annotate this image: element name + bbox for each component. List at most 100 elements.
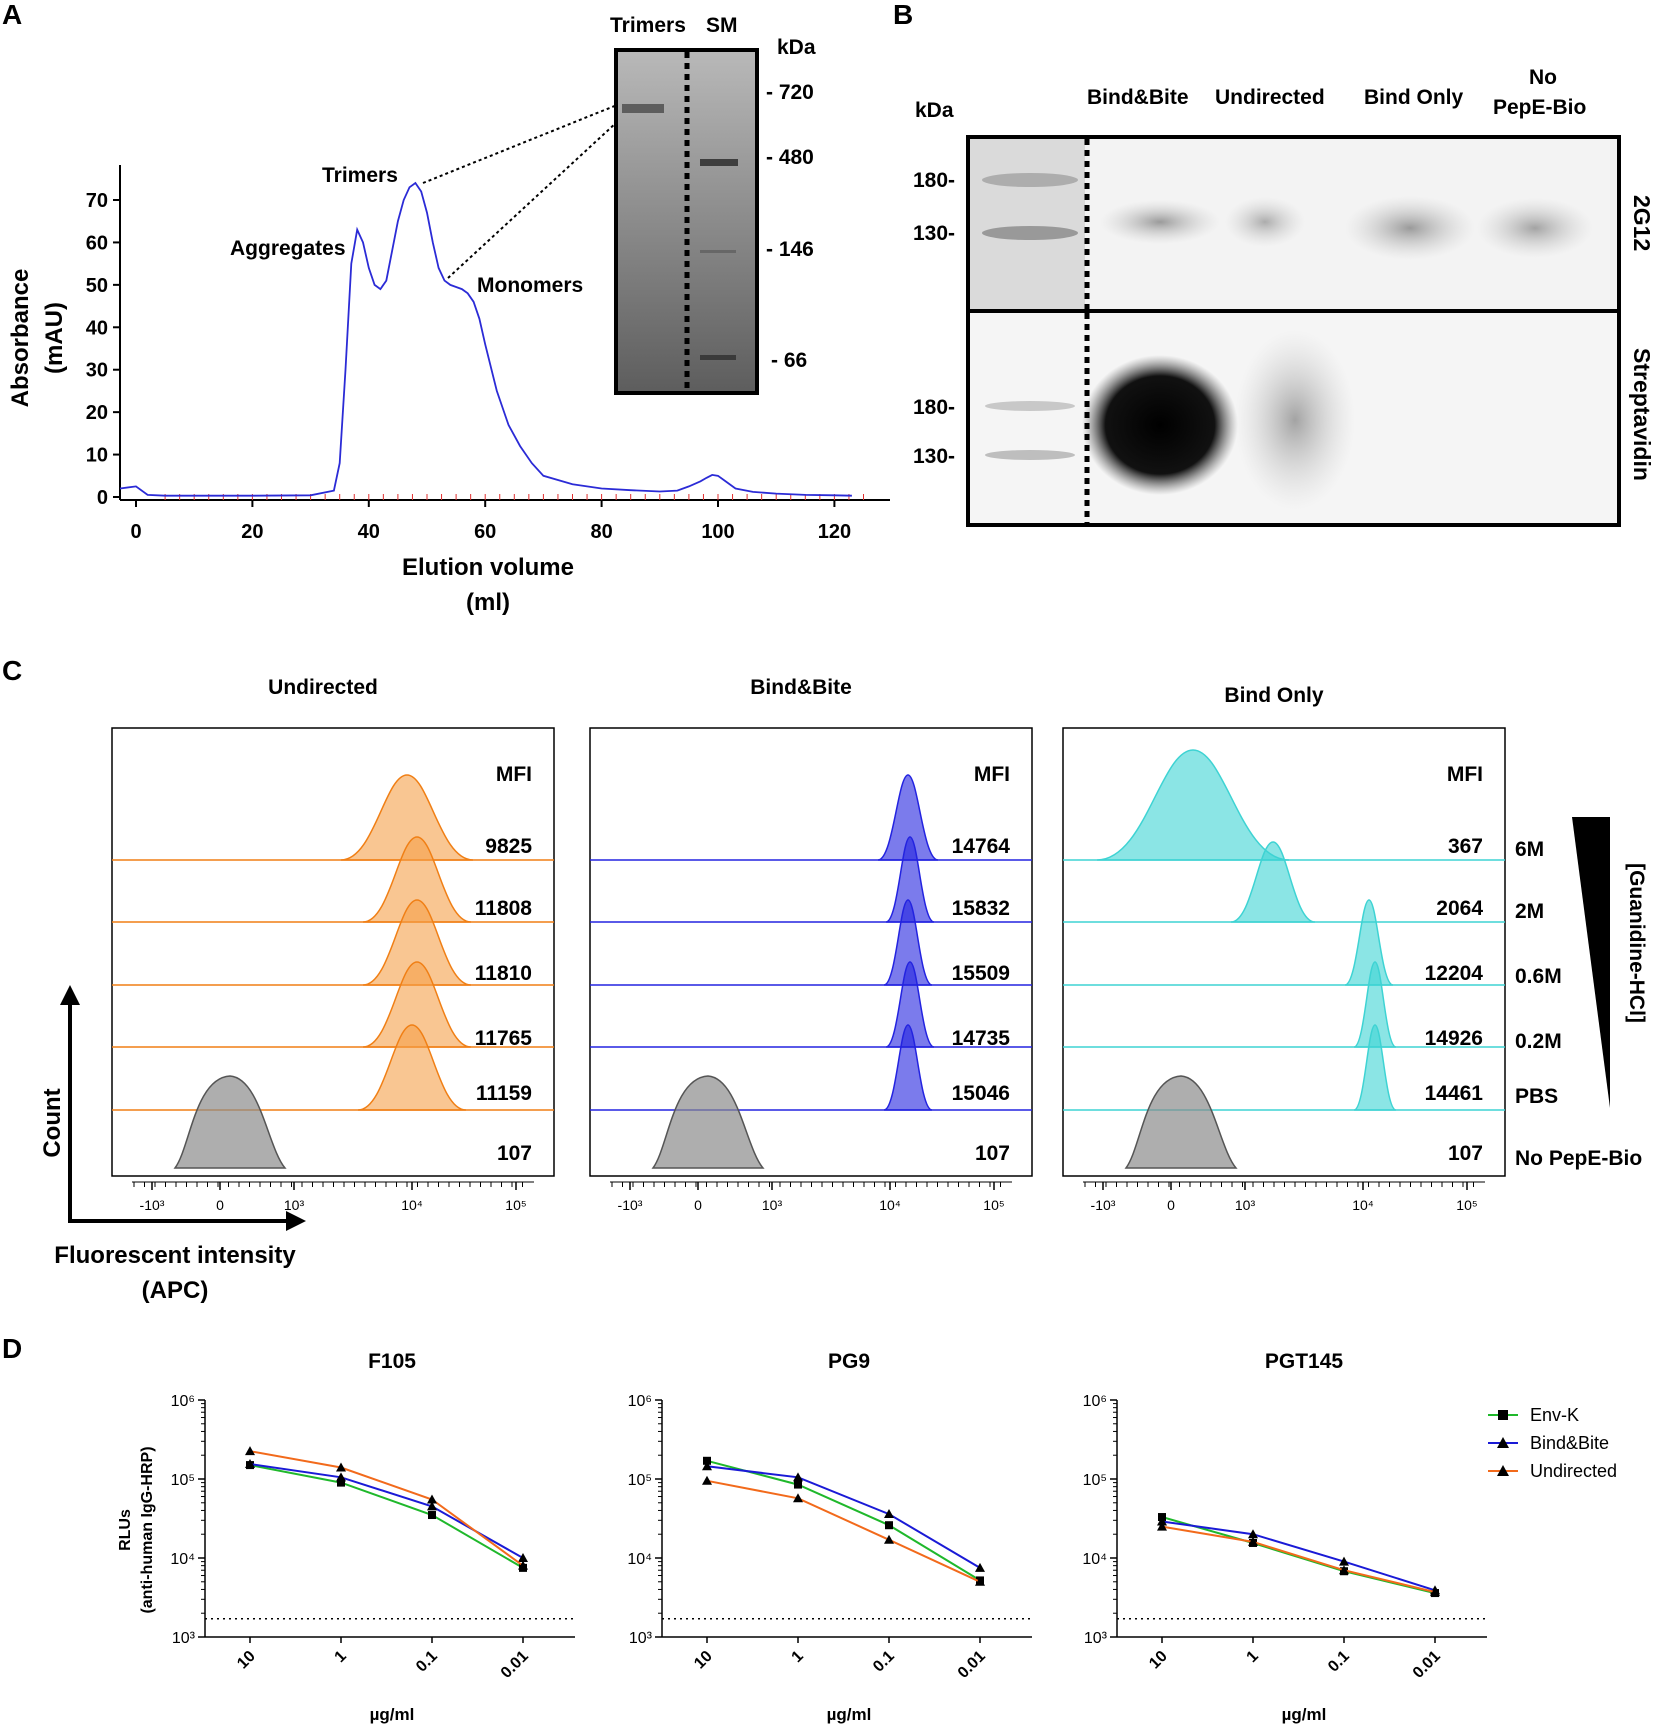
blot-lane-no: No [1529,66,1557,89]
histogram-peak [357,1024,467,1111]
elisa-x-tick-label: 0.1 [1325,1648,1353,1676]
mfi-header: MFI [974,763,1010,786]
mfi-value: 15509 [952,962,1010,985]
inset-connector-top [422,104,618,184]
sec-x-tick-label: 120 [818,521,851,543]
elisa-x-tick-label: 10 [234,1648,259,1673]
elisa-legend: Env-K Bind&Bite Undirected [1488,1405,1617,1481]
ladder-band-130 [982,226,1078,240]
peak-label-monomers: Monomers [477,274,583,297]
mfi-header: MFI [496,763,532,786]
sec-y-tick-label: 30 [86,360,108,382]
guanidine-gradient-wedge [1572,817,1610,1108]
sec-trace-group [119,181,852,497]
histogram-negative-control [1124,1075,1238,1169]
panel-letter-c: C [2,655,22,686]
mfi-value: 11810 [475,962,532,985]
histogram-tick-label: -10³ [618,1197,643,1213]
gel-unit-label: kDa [777,36,816,59]
blot-label-streptavidin: Streptavidin [1629,348,1655,481]
elisa-x-label: µg/ml [1282,1705,1327,1724]
histogram-panel-1: Bind&Bite MFI 14764 15832 15509 14735 15046 107… [589,676,1033,1213]
mfi-value: 11765 [475,1027,533,1050]
sec-y-tick-label: 10 [86,445,108,467]
elisa-point [1339,1565,1349,1575]
elisa-point [702,1461,712,1471]
elisa-y-tick-label: 10⁴ [170,1551,195,1568]
sec-x-unit: (ml) [466,589,510,616]
guanidine-gradient-label: [Guanidine-HCl] [1625,863,1648,1023]
elisa-point [1430,1587,1440,1597]
histogram-peak [883,899,933,986]
blot-2g12-marker-180: 180- [913,169,955,192]
elisa-x-tick-label: 10 [1146,1648,1171,1673]
elisa-x-tick-label: 0.1 [870,1648,898,1676]
mfi-value: 14926 [1425,1027,1483,1050]
cond-label-0-2m: 0.2M [1515,1030,1562,1053]
elisa-point [975,1576,985,1586]
histogram-tick-label: 10⁵ [983,1197,1004,1213]
histogram-tick-label: 10⁴ [879,1197,901,1213]
histogram-panels: Undirected MFI 9825 11808 11810 11765 11159 107… [111,676,1506,1213]
panel-letter-b: B [893,0,913,30]
blot-lane-pepe-bio: PepE-Bio [1493,96,1586,119]
elisa-point [702,1475,712,1485]
gel-trimer-band [622,104,664,113]
blot-2g12-ladder [970,139,1085,309]
mfi-value: 14735 [952,1027,1011,1050]
mfi-header: MFI [1447,763,1483,786]
gel-marker-band-66 [700,355,736,360]
cond-label-0-6m: 0.6M [1515,965,1562,988]
elisa-point [1339,1556,1349,1566]
histogram-title: Bind&Bite [750,676,852,699]
elisa-y-label-sub: (anti-human IgG-HRP) [139,1446,156,1613]
elisa-y-label: RLUs [117,1509,134,1551]
elisa-y-tick-label: 10³ [1084,1630,1108,1647]
gel-marker-146: - 146 [766,238,814,261]
histogram-peak [1096,749,1290,861]
histogram-peak [362,899,472,986]
elisa-point [703,1456,711,1465]
strep-band-bindbite [1082,355,1238,495]
elisa-y-tick-label: 10⁶ [171,1393,195,1410]
elisa-x-tick-label: 10 [691,1648,716,1673]
blot-lane-bindbite: Bind&Bite [1087,86,1189,109]
histogram-panel-2: Bind Only MFI 367 2064 12204 14926 14461 107 -10… [1062,684,1506,1213]
legend-marker-undirected [1497,1465,1509,1476]
histogram-tick-label: 10³ [1235,1197,1256,1213]
sec-x-tick-label: 0 [130,521,141,543]
histogram-tick-label: 10⁴ [401,1197,423,1213]
panel-d-elisa: F105 10⁶ 10⁵ 10⁴ 10³ 10 1 0.1 0.01 µg/ml PG9 10⁶ 10⁵… [117,1350,1617,1724]
elisa-chart-2: PGT145 10⁶ 10⁵ 10⁴ 10³ 10 1 0.1 0.01 µg/ml [1082,1350,1487,1724]
intensity-arrow-head [286,1211,306,1231]
elisa-chart-1: PG9 10⁶ 10⁵ 10⁴ 10³ 10 1 0.1 0.01 µg/ml [627,1350,1032,1724]
mfi-value: 15832 [952,897,1010,920]
histogram-peak [883,1024,933,1111]
histogram-title: Bind Only [1224,684,1323,707]
elisa-point [428,1511,436,1520]
elisa-point [1248,1536,1258,1546]
gel-marker-480: - 480 [766,146,814,169]
strep-ladder-band-180 [985,401,1075,411]
elisa-point [337,1478,345,1487]
elisa-y-tick-label: 10⁵ [628,1472,652,1489]
sec-x-label: Elution volume [402,554,574,581]
blot-unit-label: kDa [915,99,954,122]
histogram-tick-label: -10³ [140,1197,165,1213]
sec-y-label: Absorbance [7,269,34,408]
elisa-point [1157,1516,1167,1526]
elisa-x-tick-label: 0.01 [1410,1648,1444,1682]
legend-marker-envk [1498,1410,1508,1420]
elisa-series-line [1161,1525,1436,1594]
histogram-peak [362,836,472,923]
histogram-frame [111,727,555,1177]
mfi-value: 14764 [952,835,1011,858]
elisa-y-tick-label: 10⁵ [1083,1472,1107,1489]
mfi-value: 107 [975,1142,1010,1165]
elisa-point [793,1472,803,1482]
histogram-frame [1062,727,1506,1177]
elisa-series-line [249,1464,524,1569]
elisa-x-tick-label: 0.01 [955,1648,989,1682]
elisa-point [427,1501,437,1511]
cond-label-pbs: PBS [1515,1085,1558,1108]
